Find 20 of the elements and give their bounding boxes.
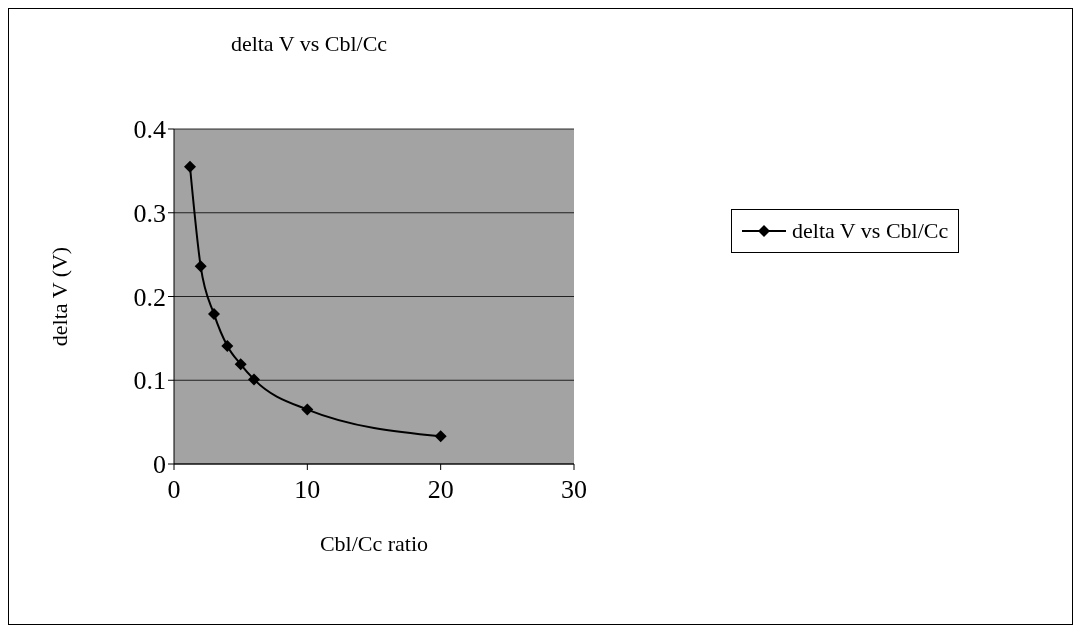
point <box>208 308 220 321</box>
y-tick-label: 0.3 <box>133 198 166 228</box>
y-tick-label: 0.1 <box>133 366 166 396</box>
x-tick-label: 20 <box>427 475 454 505</box>
point <box>194 260 207 273</box>
point <box>301 403 314 416</box>
point <box>184 160 196 173</box>
point <box>248 373 260 386</box>
y-axis-title: delta V (V) <box>46 246 72 347</box>
y-tick-label: 0.4 <box>133 115 166 145</box>
point <box>234 358 247 371</box>
point <box>434 430 447 443</box>
y-tick-label: 0.2 <box>133 282 166 312</box>
x-tick-label: 10 <box>294 475 321 505</box>
point <box>221 339 234 352</box>
x-axis-title: Cbl/Cc ratio <box>319 531 429 556</box>
x-tick-label: 30 <box>561 475 587 505</box>
legend-label: delta V vs Cbl/Cc <box>792 218 949 244</box>
chart-title: delta V vs Cbl/Cc <box>229 31 389 57</box>
y-tick-label: 0 <box>153 450 166 480</box>
